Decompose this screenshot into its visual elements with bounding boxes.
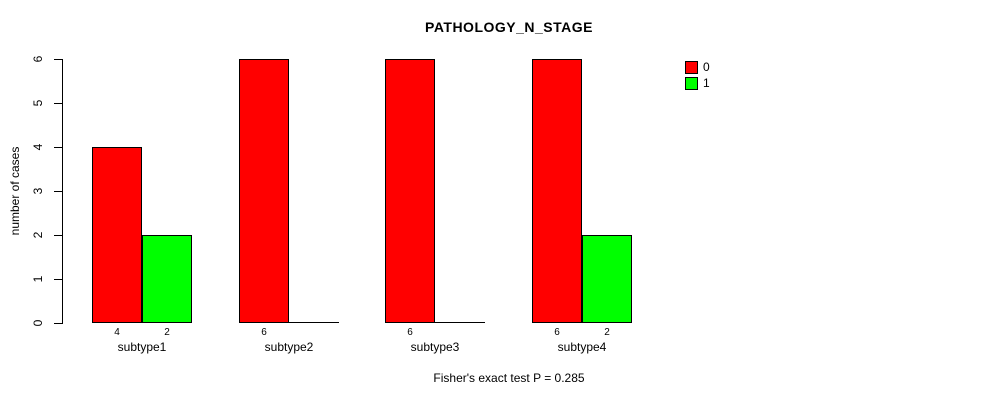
legend-swatch-icon: [685, 61, 698, 74]
bar-value-label: 6: [554, 327, 560, 338]
y-axis-tick: [54, 279, 62, 280]
y-axis-tick-label: 2: [31, 231, 45, 239]
y-axis-line: [62, 59, 63, 324]
y-axis-tick: [54, 235, 62, 236]
bar-subtype2-group1-zero: [289, 322, 339, 323]
chart-title: PATHOLOGY_N_STAGE: [425, 19, 593, 35]
bar-subtype2-group0: [239, 59, 289, 323]
bar-subtype1-group1: [142, 235, 192, 323]
y-axis-tick-label: 0: [31, 319, 45, 327]
bar-value-label: 6: [407, 327, 413, 338]
y-axis-tick: [54, 147, 62, 148]
y-axis-tick: [54, 103, 62, 104]
bar-subtype3-group1-zero: [435, 322, 485, 323]
bar-subtype1-group0: [92, 147, 142, 323]
bar-value-label: 2: [604, 327, 610, 338]
bar-value-label: 4: [114, 327, 120, 338]
x-category-label-subtype4: subtype4: [557, 340, 607, 354]
y-axis-tick: [54, 59, 62, 60]
legend-label: 0: [703, 60, 710, 74]
bar-subtype3-group0: [385, 59, 435, 323]
bar-subtype4-group0: [532, 59, 582, 323]
y-axis-tick-label: 6: [31, 55, 45, 63]
bar-value-label: 6: [261, 327, 267, 338]
legend-label: 1: [703, 76, 710, 90]
x-category-label-subtype3: subtype3: [410, 340, 460, 354]
y-axis-tick-label: 5: [31, 99, 45, 107]
x-category-label-subtype2: subtype2: [264, 340, 314, 354]
y-axis-tick-label: 1: [31, 275, 45, 283]
legend-item-1: 1: [685, 77, 710, 90]
legend-swatch-icon: [685, 77, 698, 90]
y-axis-tick-label: 3: [31, 187, 45, 195]
x-category-label-subtype1: subtype1: [117, 340, 167, 354]
y-axis-tick-label: 4: [31, 143, 45, 151]
y-axis-tick: [54, 191, 62, 192]
bar-subtype4-group1: [582, 235, 632, 323]
y-axis-label: number of cases: [8, 146, 22, 236]
annotation-fisher-test: Fisher's exact test P = 0.285: [433, 371, 585, 385]
y-axis-tick: [54, 323, 62, 324]
bar-value-label: 2: [164, 327, 170, 338]
legend-item-0: 0: [685, 61, 710, 74]
